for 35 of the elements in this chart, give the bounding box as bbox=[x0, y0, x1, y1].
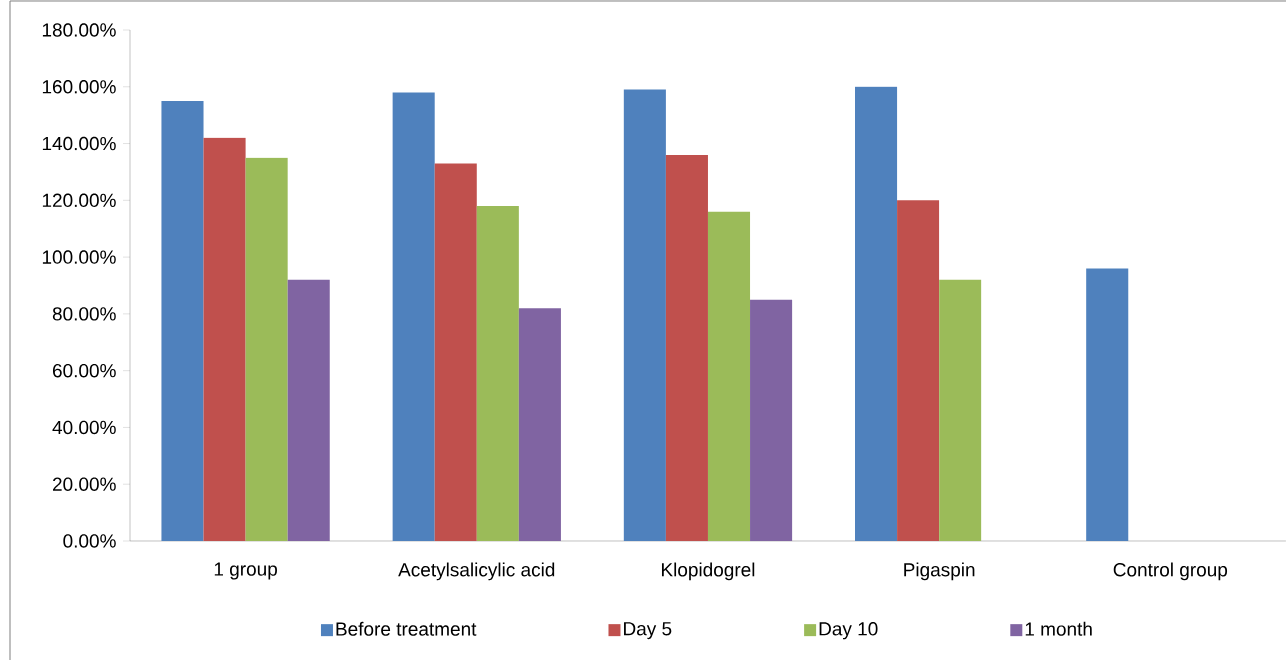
y-tick-label: 0.00% bbox=[63, 534, 116, 548]
bar bbox=[939, 279, 982, 541]
y-tick-label: 180.00% bbox=[42, 23, 116, 37]
bar bbox=[392, 92, 435, 541]
bar bbox=[434, 163, 477, 541]
legend-label: Day 5 bbox=[624, 622, 672, 640]
bar bbox=[855, 86, 898, 541]
bar bbox=[665, 154, 708, 541]
y-tick-label: 140.00% bbox=[42, 136, 116, 151]
bar bbox=[476, 206, 519, 541]
x-tick-label: Acetylsalicylic acid bbox=[398, 562, 555, 581]
bar bbox=[1086, 268, 1129, 541]
bar bbox=[897, 200, 940, 541]
bar bbox=[161, 100, 204, 541]
bar bbox=[707, 211, 751, 541]
y-tick-label: 20.00% bbox=[52, 477, 116, 491]
bar bbox=[518, 308, 561, 541]
bar bbox=[203, 137, 246, 541]
legend-label: Before treatment bbox=[336, 621, 477, 636]
y-tick-label: 40.00% bbox=[52, 420, 116, 435]
bar bbox=[287, 279, 330, 541]
legend-label: 1 month bbox=[1025, 621, 1092, 636]
x-tick-label: 1 group bbox=[214, 562, 277, 580]
bar bbox=[623, 89, 666, 541]
bar bbox=[245, 157, 288, 541]
x-tick-label: Control group bbox=[1113, 562, 1228, 581]
y-tick-label: 80.00% bbox=[52, 307, 116, 321]
x-tick-label: Pigaspin bbox=[904, 562, 975, 581]
legend-label: Day 10 bbox=[819, 622, 878, 640]
y-tick-label: 100.00% bbox=[42, 250, 116, 264]
x-tick-label: Klopidogrel bbox=[661, 562, 755, 581]
y-tick-label: 160.00% bbox=[42, 80, 116, 94]
y-tick-label: 60.00% bbox=[52, 363, 116, 378]
bar bbox=[750, 299, 793, 541]
y-tick-label: 120.00% bbox=[42, 193, 116, 208]
